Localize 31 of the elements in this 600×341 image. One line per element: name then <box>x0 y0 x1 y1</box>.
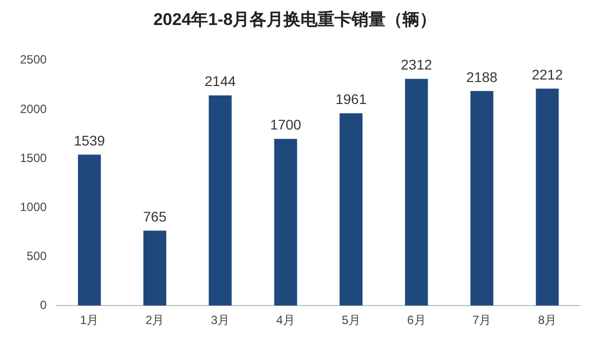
bar <box>78 154 101 306</box>
y-tick-label: 2000 <box>20 102 48 116</box>
bar <box>470 91 494 306</box>
bar <box>405 78 428 306</box>
data-label: 1539 <box>74 132 106 149</box>
x-tick-label: 7月 <box>472 313 492 328</box>
x-tick-label: 8月 <box>538 313 557 328</box>
x-tick-label: 4月 <box>276 313 295 328</box>
bar <box>536 88 559 306</box>
data-label: 1961 <box>335 91 367 108</box>
x-tick-label: 5月 <box>342 313 360 328</box>
data-label: 1700 <box>270 116 302 133</box>
bar <box>208 95 232 306</box>
bar <box>274 138 298 306</box>
y-tick-label: 1500 <box>20 150 48 165</box>
bar <box>340 113 362 306</box>
x-tick-label: 6月 <box>407 313 426 328</box>
y-tick-label: 0 <box>40 298 48 312</box>
x-tick-label: 1月 <box>80 313 99 328</box>
data-label: 2188 <box>466 68 498 85</box>
data-label: 2212 <box>532 66 564 83</box>
bar <box>143 230 166 306</box>
x-tick-label: 3月 <box>210 313 230 328</box>
data-label: 765 <box>143 208 167 224</box>
data-label: 2312 <box>400 56 432 73</box>
y-tick-label: 1000 <box>20 200 48 214</box>
data-label: 2144 <box>204 73 236 90</box>
x-tick-label: 2月 <box>145 313 164 328</box>
y-tick-label: 2500 <box>20 52 48 67</box>
y-tick-label: 500 <box>26 248 48 263</box>
chart-title: 2024年1-8月各月换电重卡销量（辆） <box>153 10 437 29</box>
